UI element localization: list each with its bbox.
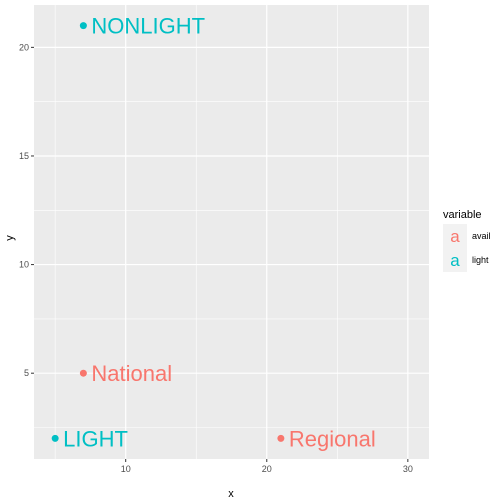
legend: variable a avail a light <box>443 209 491 272</box>
x-tick-label: 20 <box>262 464 272 474</box>
legend-key-light <box>443 248 467 272</box>
y-tick-label: 10 <box>19 260 29 270</box>
legend-keys: a avail a light <box>443 224 491 272</box>
x-tick-label: 30 <box>403 464 413 474</box>
legend-title: variable <box>443 209 482 221</box>
minor-gridlines <box>34 5 429 459</box>
y-tick-label: 20 <box>19 42 29 52</box>
data-point-avail <box>79 369 87 377</box>
legend-label-light: light <box>472 255 489 265</box>
y-axis-title: y <box>4 235 16 241</box>
data-label: Regional <box>289 426 376 451</box>
data-point-light <box>79 22 87 30</box>
data-labels: National Regional NONLIGHT LIGHT <box>63 14 376 452</box>
legend-glyph-light: a <box>450 251 460 270</box>
x-tick-label: 10 <box>121 464 131 474</box>
axis-ticks: 10 20 30 5 10 15 20 <box>19 42 413 474</box>
x-axis-title: x <box>228 488 234 500</box>
data-label: NONLIGHT <box>91 14 205 39</box>
plot-panel <box>34 5 429 459</box>
data-points <box>51 22 285 442</box>
data-label: National <box>91 361 172 386</box>
y-tick-label: 15 <box>19 151 29 161</box>
major-gridlines <box>34 5 429 459</box>
data-label: LIGHT <box>63 426 128 451</box>
legend-glyph-avail: a <box>450 227 460 246</box>
data-point-avail <box>277 434 285 442</box>
data-point-light <box>51 434 59 442</box>
legend-label-avail: avail <box>472 231 491 241</box>
y-tick-label: 5 <box>24 368 29 378</box>
legend-key-avail <box>443 224 467 248</box>
